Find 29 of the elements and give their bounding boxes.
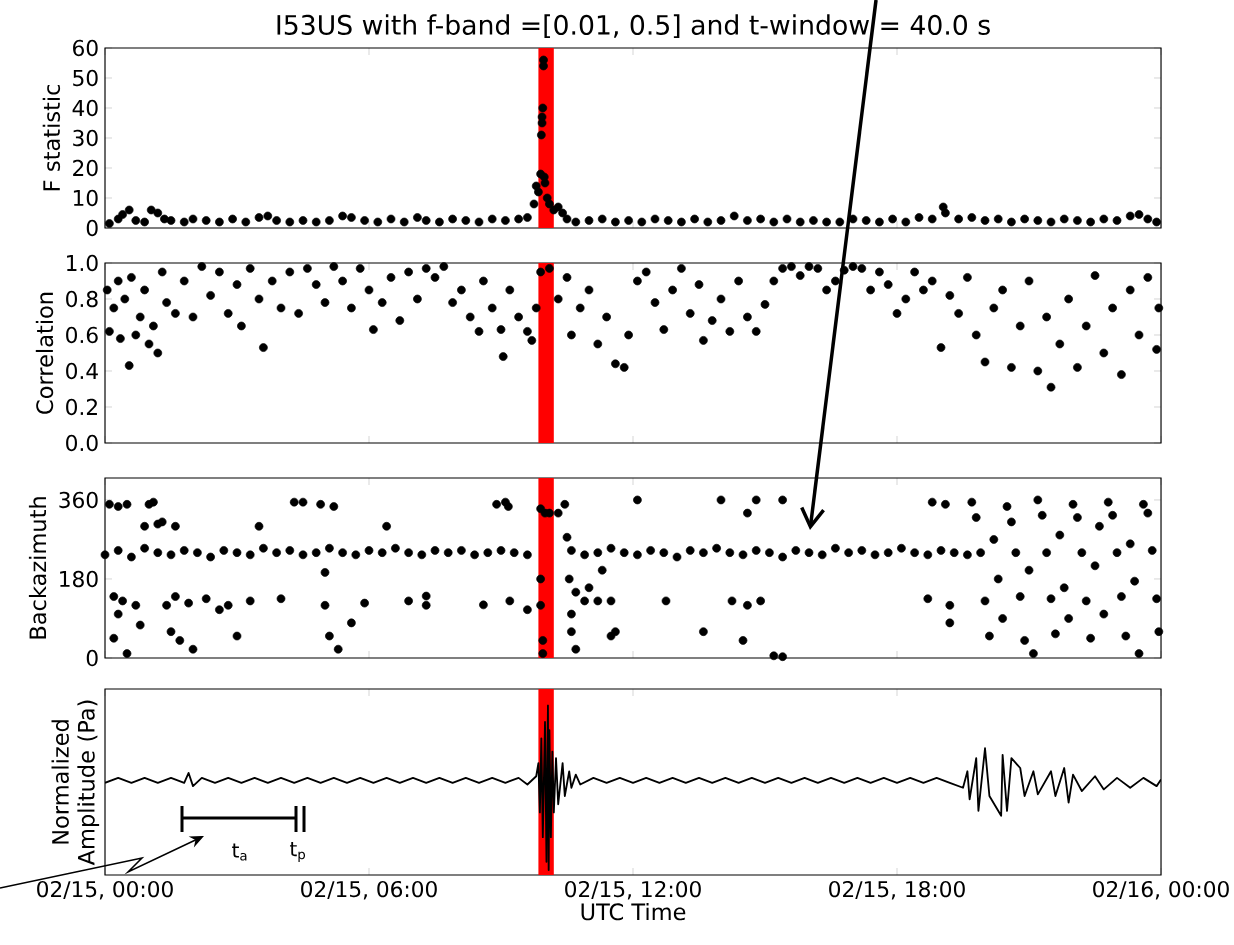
y-tick-label: 0.4: [66, 362, 98, 380]
annotation: t$_{a}$: [232, 843, 247, 861]
x-tick-label: 02/15, 06:00: [301, 880, 437, 900]
x-tick-label: 02/15, 00:00: [37, 880, 173, 900]
y-tick-label: 30: [73, 129, 98, 147]
y-tick-label: 0.6: [66, 326, 98, 344]
y-axis-title: Correlation: [35, 292, 54, 414]
y-tick-label: 40: [72, 99, 98, 117]
x-axis-title: UTC Time: [581, 902, 686, 921]
annotation: t$_{p}$: [289, 842, 306, 862]
y-tick-label: 0.0: [66, 434, 98, 452]
y-axis-title: Backazimuth: [28, 497, 47, 639]
y-tick-label: 10: [73, 189, 98, 207]
x-tick-label: 02/15, 18:00: [829, 880, 965, 900]
y-tick-label: 0.8: [66, 290, 98, 308]
y-axis-title: F statistic: [42, 84, 61, 191]
y-tick-label: 0: [86, 219, 98, 237]
y-tick-label: 360: [59, 491, 98, 509]
chart-title: I53US with f-band =[0.01, 0.5] and t-window = 40.0 s: [277, 14, 990, 39]
y-tick-label: 180: [60, 570, 98, 588]
y-tick-label: 1.0: [67, 254, 98, 272]
x-tick-label: 02/16, 00:00: [1093, 880, 1229, 900]
y-axis-title: Normalized Amplitude (Pa): [51, 700, 100, 866]
y-tick-label: 0.2: [66, 398, 97, 416]
x-tick-label: 02/15, 12:00: [565, 880, 701, 900]
y-tick-label: 50: [73, 69, 98, 87]
y-tick-label: 60: [73, 39, 98, 57]
y-tick-label: 0: [86, 649, 98, 667]
y-tick-label: 20: [73, 159, 98, 177]
